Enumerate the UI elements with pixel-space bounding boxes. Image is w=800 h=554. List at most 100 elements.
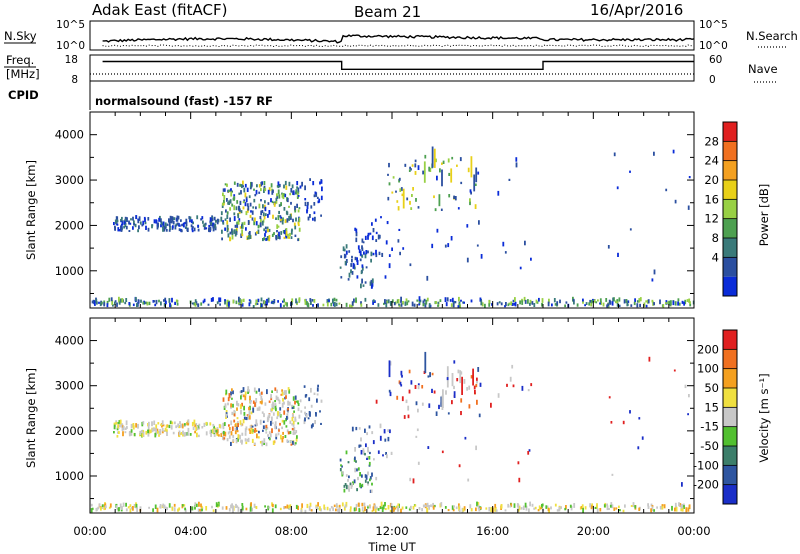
data-cell [367,506,369,509]
data-cell [371,510,374,512]
y-tick-label: 2000 [55,218,84,232]
data-cell [479,297,482,302]
data-cell [231,388,233,392]
data-cell [339,458,342,462]
data-cell [244,395,247,401]
data-cell [364,297,367,302]
data-cell [151,428,154,433]
data-cell [445,302,448,307]
data-cell [235,438,238,444]
data-cell [210,222,213,226]
data-cell [253,220,256,226]
data-cell [129,433,132,436]
data-cell [343,484,346,488]
data-cell [387,173,389,176]
data-cell [226,438,229,442]
data-cell [335,302,338,307]
data-cell [265,442,268,447]
data-cell [459,157,462,162]
data-cell [118,229,121,232]
data-cell [171,506,174,511]
data-cell [258,388,260,392]
data-cell [117,227,120,232]
data-cell [360,254,363,257]
data-cell [314,216,316,222]
data-cell [177,423,179,428]
data-cell [148,421,150,426]
data-cell [275,200,278,204]
data-cell [112,304,114,307]
data-cell [456,378,459,382]
data-cell [360,270,363,275]
data-cell [228,435,231,439]
data-cell [202,220,204,224]
data-cell [553,298,556,303]
data-cell [397,506,400,511]
data-cell [189,216,192,220]
data-cell [514,297,516,302]
data-cell [414,171,417,175]
data-cell [469,504,472,509]
data-cell [438,194,441,207]
data-cell [194,303,197,307]
data-cell [211,218,213,222]
data-cell [160,223,162,228]
data-cell [340,276,343,279]
data-cell [613,152,616,157]
data-cell [239,226,242,229]
data-cell [191,219,193,224]
data-cell [257,436,260,439]
data-cell [230,431,233,436]
colorbar-swatch [723,407,737,427]
data-cell [423,298,426,302]
data-cell [458,509,461,512]
data-cell [384,438,387,442]
data-cell [247,205,250,211]
data-cell [128,220,130,225]
data-cell [120,225,122,231]
data-cell [381,252,384,257]
data-cell [377,450,380,454]
data-cell [203,223,206,227]
data-cell [369,478,371,482]
data-cell [438,404,440,410]
data-cell [285,390,287,395]
data-cell [168,222,171,227]
data-cell [274,421,277,427]
data-cell [254,217,256,222]
data-cell [275,197,278,201]
data-cell [162,227,164,232]
data-cell [440,396,443,407]
data-cell [255,419,258,424]
data-cell [293,222,296,226]
data-cell [296,181,299,186]
data-cell [283,230,286,235]
data-cell [462,301,464,304]
data-cell [283,207,286,211]
data-cell [458,506,460,512]
data-cell [277,398,280,402]
data-cell [403,415,406,419]
data-cell [284,435,287,438]
data-cell [517,508,520,512]
data-cell [480,507,482,510]
data-cell [263,300,266,304]
data-cell [367,481,369,484]
data-cell [236,223,239,228]
data-cell [353,298,355,303]
data-cell [268,413,271,419]
data-cell [230,188,232,191]
data-cell [509,505,512,508]
data-cell [362,510,365,513]
data-cell [101,301,103,305]
data-cell [426,502,429,508]
data-cell [189,433,192,436]
data-cell [294,395,297,400]
colorbar-tick-label: 100 [697,362,719,376]
data-cell [410,207,413,210]
data-cell [166,223,169,226]
data-cell [594,506,597,509]
data-cell [435,301,437,304]
data-cell [374,504,376,509]
colorbar-tick-label: 20 [704,173,719,187]
